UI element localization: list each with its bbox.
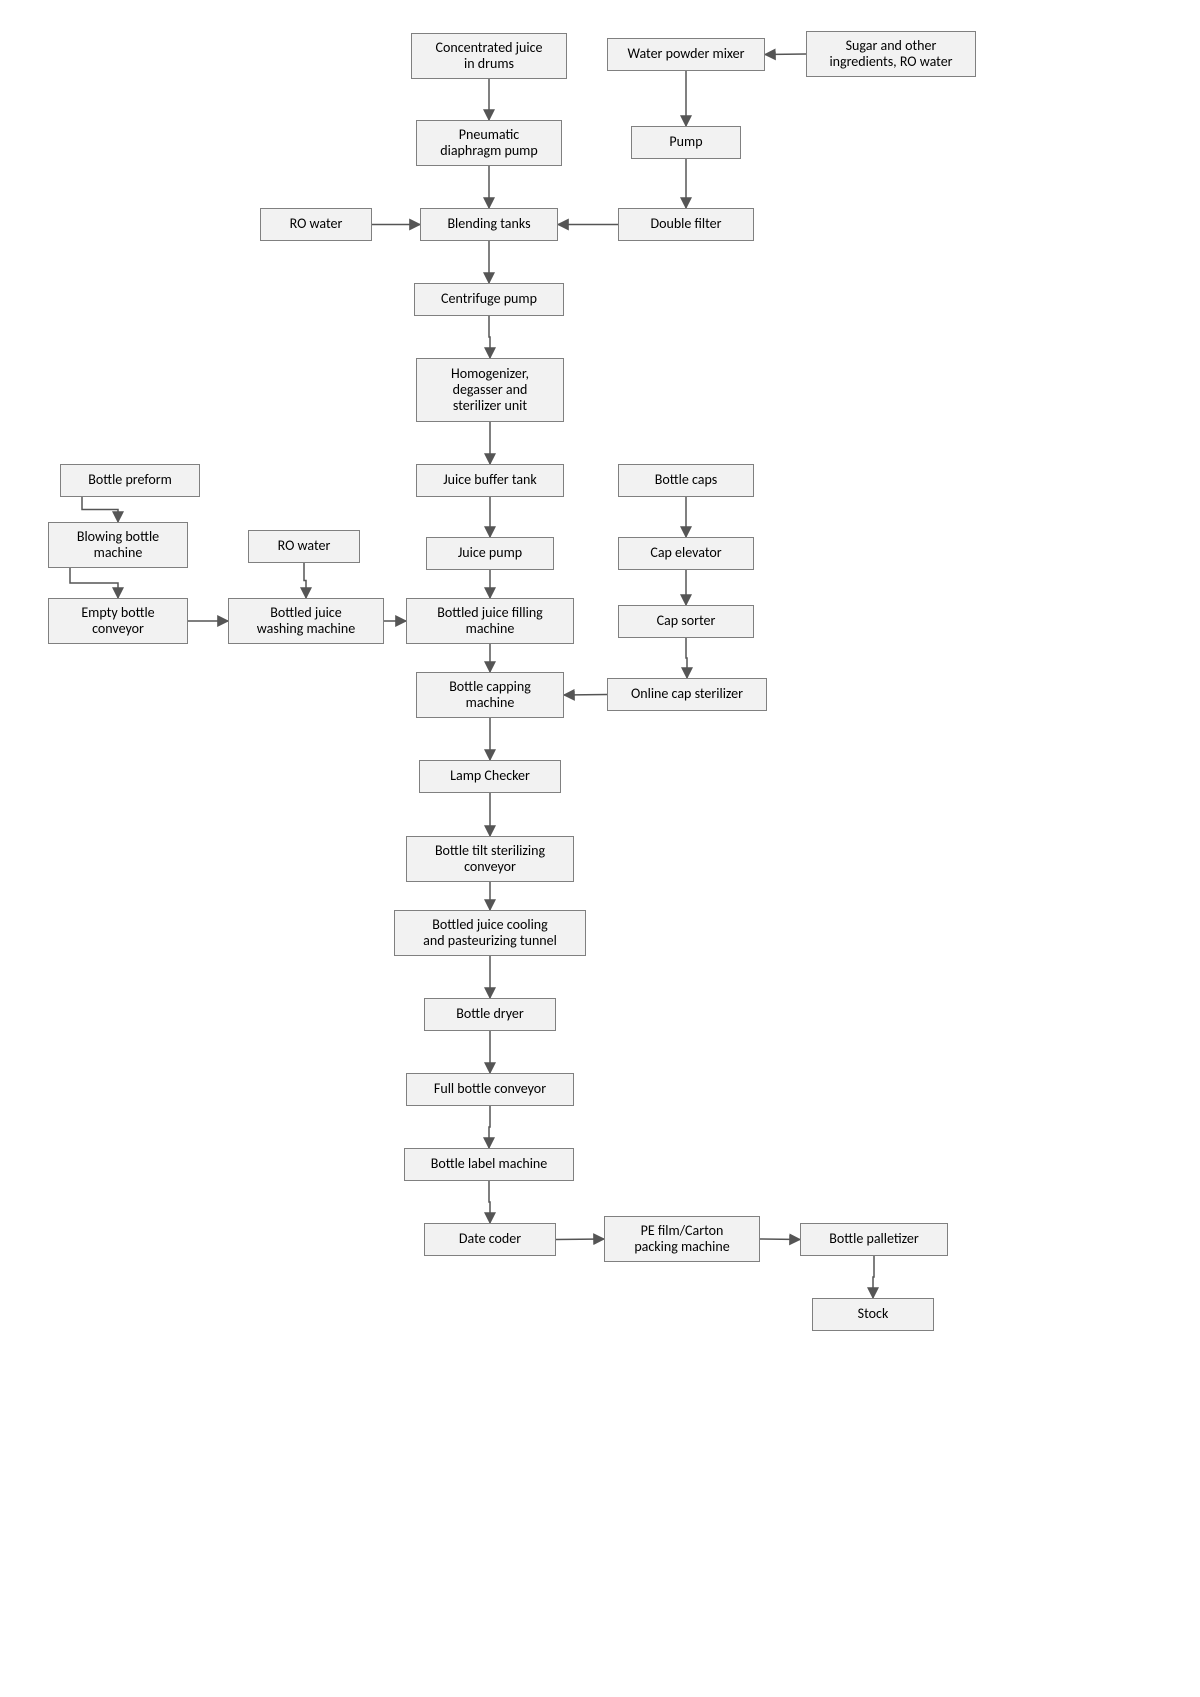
- flowchart-edge: [70, 568, 118, 598]
- flowchart-node-tilt: Bottle tilt sterilizing conveyor: [406, 836, 574, 882]
- flowchart-node-dryer: Bottle dryer: [424, 998, 556, 1031]
- flowchart-node-pneu_pump: Pneumatic diaphragm pump: [416, 120, 562, 166]
- flowchart-edge: [489, 316, 490, 358]
- flowchart-node-juice_pump: Juice pump: [426, 537, 554, 570]
- flowchart-node-bottle_preform: Bottle preform: [60, 464, 200, 497]
- flowchart-node-blowing: Blowing bottle machine: [48, 522, 188, 568]
- flowchart-node-bottle_caps: Bottle caps: [618, 464, 754, 497]
- flowchart-node-filling: Bottled juice filling machine: [406, 598, 574, 644]
- flowchart-node-homogenizer: Homogenizer, degasser and sterilizer uni…: [416, 358, 564, 422]
- flowchart-node-cooling: Bottled juice cooling and pasteurizing t…: [394, 910, 586, 956]
- flowchart-node-blending: Blending tanks: [420, 208, 558, 241]
- flowchart-node-conc_juice: Concentrated juice in drums: [411, 33, 567, 79]
- flowchart-edges: [0, 0, 1200, 1697]
- flowchart-edge: [765, 54, 806, 55]
- flowchart-node-capping: Bottle capping machine: [416, 672, 564, 718]
- flowchart-edge: [556, 1239, 604, 1240]
- flowchart-node-cap_sorter: Cap sorter: [618, 605, 754, 638]
- flowchart-edge: [304, 563, 306, 598]
- flowchart-node-packing: PE film/Carton packing machine: [604, 1216, 760, 1262]
- flowchart-node-water_powder_mix: Water powder mixer: [607, 38, 765, 71]
- flowchart-node-label: Bottle label machine: [404, 1148, 574, 1181]
- flowchart-edge: [82, 497, 118, 522]
- flowchart-node-date_coder: Date coder: [424, 1223, 556, 1256]
- flowchart-node-cap_elevator: Cap elevator: [618, 537, 754, 570]
- flowchart-edge: [489, 1106, 490, 1148]
- flowchart-node-lamp: Lamp Checker: [419, 760, 561, 793]
- flowchart-edge: [760, 1239, 800, 1240]
- flowchart-edge: [873, 1256, 874, 1298]
- flowchart-node-stock: Stock: [812, 1298, 934, 1331]
- flowchart-node-ro_water_left: RO water: [260, 208, 372, 241]
- flowchart-node-palletizer: Bottle palletizer: [800, 1223, 948, 1256]
- flowchart-canvas: Concentrated juice in drums Water powder …: [0, 0, 1200, 1697]
- flowchart-node-ro_water2: RO water: [248, 530, 360, 563]
- flowchart-node-sugar_ing: Sugar and other ingredients, RO water: [806, 31, 976, 77]
- flowchart-node-cap_sterilizer: Online cap sterilizer: [607, 678, 767, 711]
- flowchart-node-washing: Bottled juice washing machine: [228, 598, 384, 644]
- flowchart-edge: [564, 695, 607, 696]
- flowchart-node-empty_conv: Empty bottle conveyor: [48, 598, 188, 644]
- flowchart-node-centrifuge: Centrifuge pump: [414, 283, 564, 316]
- flowchart-edge: [686, 638, 687, 678]
- flowchart-node-double_filter: Double filter: [618, 208, 754, 241]
- flowchart-node-pump1: Pump: [631, 126, 741, 159]
- flowchart-node-buffer_tank: Juice buffer tank: [416, 464, 564, 497]
- flowchart-node-full_conv: Full bottle conveyor: [406, 1073, 574, 1106]
- flowchart-edge: [489, 1181, 490, 1223]
